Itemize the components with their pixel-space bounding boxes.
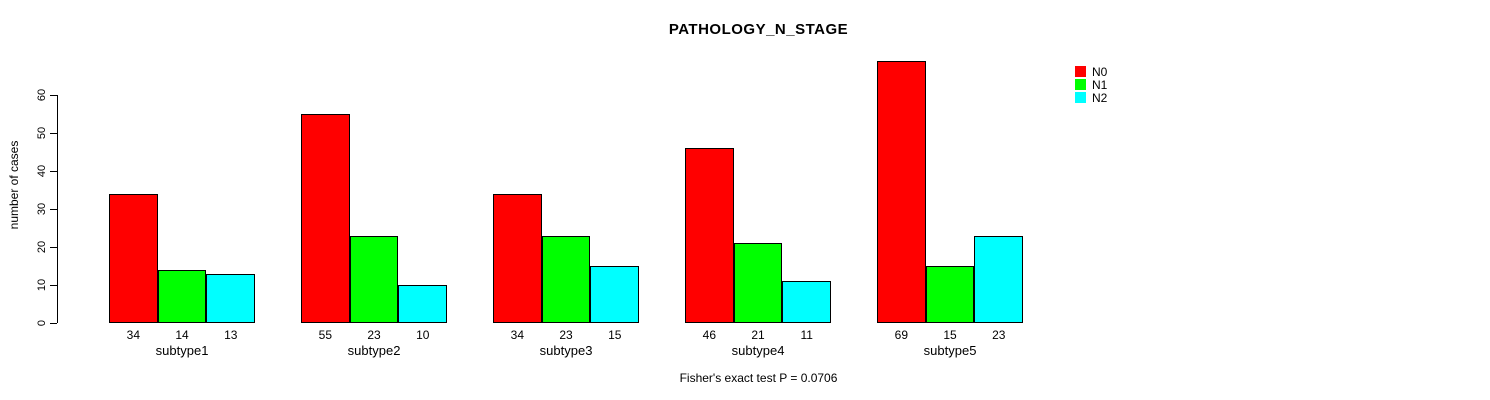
y-tick-label: 20 — [36, 240, 48, 254]
y-tick-label: 40 — [36, 164, 48, 178]
y-axis-label: number of cases — [7, 140, 21, 230]
category-label-subtype2: subtype2 — [347, 343, 401, 358]
bar-n2-subtype4 — [782, 281, 832, 323]
bar-n0-subtype3 — [493, 193, 542, 323]
y-tick — [50, 133, 57, 134]
legend-swatch-n0 — [1075, 66, 1086, 77]
y-tick — [50, 209, 57, 210]
legend-item-n2: N2 — [1075, 90, 1108, 105]
bar-n2-subtype1 — [206, 273, 256, 323]
bar-value-label-n0-subtype2: 55 — [318, 328, 333, 342]
y-tick — [50, 323, 57, 324]
bar-n1-subtype4 — [733, 243, 783, 323]
bar-n1-subtype1 — [157, 269, 207, 323]
bar-value-label-n2-subtype5: 23 — [992, 328, 1006, 342]
category-label-subtype5: subtype5 — [923, 343, 977, 358]
bar-n1-subtype3 — [541, 235, 591, 323]
bar-n2-subtype2 — [398, 285, 448, 323]
category-label-subtype4: subtype4 — [731, 343, 785, 358]
legend: N0 N1 N2 — [1075, 64, 1108, 105]
category-label-subtype3: subtype3 — [539, 343, 593, 358]
bar-value-label-n0-subtype4: 46 — [702, 328, 717, 342]
bar-n0-subtype1 — [109, 193, 158, 323]
legend-item-n0: N0 — [1075, 64, 1108, 79]
bar-n2-subtype3 — [590, 266, 640, 323]
bar-value-label-n1-subtype1: 14 — [175, 328, 189, 342]
category-label-subtype1: subtype1 — [155, 343, 209, 358]
bar-n1-subtype5 — [925, 266, 975, 323]
y-tick-label: 10 — [36, 278, 48, 292]
bar-n0-subtype2 — [301, 114, 350, 323]
y-tick-label: 50 — [36, 126, 48, 140]
bar-value-label-n0-subtype5: 69 — [894, 328, 909, 342]
legend-swatch-n1 — [1075, 79, 1086, 90]
y-tick-label: 60 — [36, 88, 48, 102]
y-tick-label: 0 — [36, 319, 48, 327]
bar-value-label-n0-subtype1: 34 — [126, 328, 141, 342]
bar-value-label-n1-subtype5: 15 — [943, 328, 957, 342]
y-tick — [50, 171, 57, 172]
bar-value-label-n1-subtype4: 21 — [751, 328, 765, 342]
annotation-fisher-test: Fisher's exact test P = 0.0706 — [679, 371, 838, 385]
bar-value-label-n2-subtype2: 10 — [416, 328, 430, 342]
bar-value-label-n1-subtype3: 23 — [559, 328, 573, 342]
y-tick — [50, 95, 57, 96]
legend-label-n1: N1 — [1092, 77, 1108, 92]
legend-swatch-n2 — [1075, 92, 1086, 103]
y-tick — [50, 285, 57, 286]
legend-label-n2: N2 — [1092, 90, 1108, 105]
bar-n0-subtype4 — [685, 148, 734, 323]
legend-item-n1: N1 — [1075, 77, 1108, 92]
y-axis-line — [57, 95, 58, 323]
bar-n0-subtype5 — [877, 60, 926, 323]
chart-title: PATHOLOGY_N_STAGE — [668, 21, 849, 38]
legend-label-n0: N0 — [1092, 64, 1108, 79]
bar-value-label-n2-subtype4: 11 — [800, 328, 813, 342]
y-tick — [50, 247, 57, 248]
y-tick-label: 30 — [36, 202, 48, 216]
bar-value-label-n0-subtype3: 34 — [510, 328, 525, 342]
bar-n1-subtype2 — [349, 235, 399, 323]
bar-n2-subtype5 — [974, 235, 1024, 323]
bar-value-label-n2-subtype3: 15 — [608, 328, 622, 342]
bar-value-label-n2-subtype1: 13 — [224, 328, 238, 342]
bar-value-label-n1-subtype2: 23 — [367, 328, 381, 342]
